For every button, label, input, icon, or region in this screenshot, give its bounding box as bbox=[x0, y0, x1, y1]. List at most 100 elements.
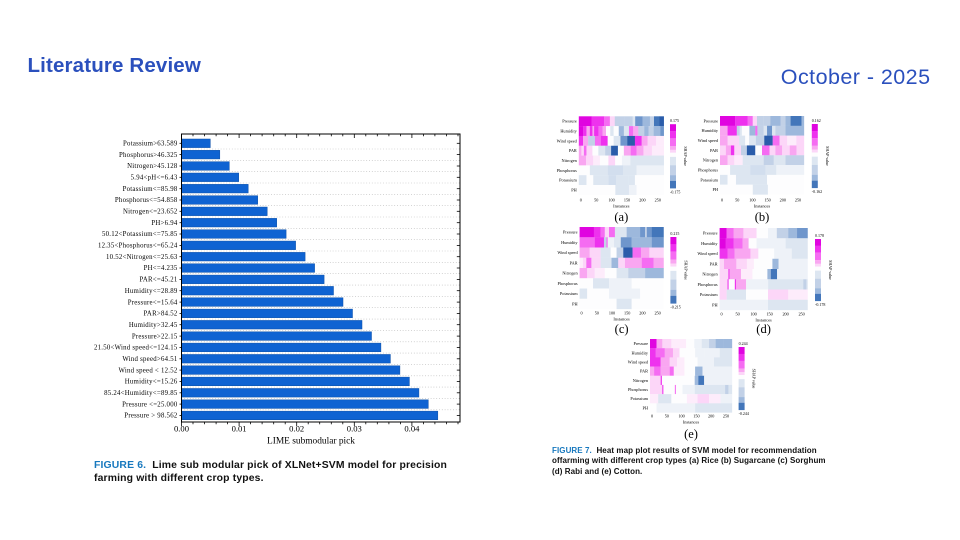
svg-text:Nitrogen: Nitrogen bbox=[702, 272, 718, 277]
svg-text:Instances: Instances bbox=[754, 204, 771, 209]
svg-text:Humidity>32.45: Humidity>32.45 bbox=[129, 322, 178, 329]
svg-text:150: 150 bbox=[624, 311, 630, 316]
svg-text:Pressure: Pressure bbox=[562, 119, 577, 124]
svg-text:0: 0 bbox=[581, 311, 583, 316]
svg-text:250: 250 bbox=[655, 198, 661, 203]
svg-text:-0.244: -0.244 bbox=[739, 411, 749, 416]
svg-text:Nitrogen: Nitrogen bbox=[562, 158, 578, 163]
svg-text:50: 50 bbox=[665, 414, 669, 419]
svg-text:0: 0 bbox=[651, 414, 653, 419]
svg-text:Potassium: Potassium bbox=[559, 178, 577, 183]
svg-text:Potassium<=85.98: Potassium<=85.98 bbox=[123, 186, 178, 193]
svg-text:PH: PH bbox=[571, 187, 577, 192]
svg-text:100: 100 bbox=[609, 311, 615, 316]
svg-text:0.01: 0.01 bbox=[232, 424, 247, 434]
svg-text:Humidity: Humidity bbox=[632, 350, 649, 355]
svg-text:Pressure: Pressure bbox=[633, 341, 648, 346]
svg-text:Potassium>63.589: Potassium>63.589 bbox=[123, 141, 178, 148]
svg-text:200: 200 bbox=[639, 198, 645, 203]
svg-text:Phosphorus: Phosphorus bbox=[698, 282, 718, 287]
svg-text:PH<=4.235: PH<=4.235 bbox=[144, 265, 178, 272]
svg-text:0.244: 0.244 bbox=[739, 341, 748, 346]
svg-text:Instances: Instances bbox=[613, 317, 630, 322]
svg-text:SHAP value: SHAP value bbox=[825, 146, 830, 166]
svg-text:50: 50 bbox=[735, 198, 739, 203]
svg-text:0: 0 bbox=[580, 198, 582, 203]
svg-text:Wind speed: Wind speed bbox=[697, 251, 718, 256]
svg-text:100: 100 bbox=[750, 312, 756, 317]
svg-text:200: 200 bbox=[780, 198, 786, 203]
svg-text:Nitrogen: Nitrogen bbox=[562, 271, 578, 276]
svg-text:Potassium: Potassium bbox=[700, 292, 718, 297]
svg-text:50.12<Potassium<=75.85: 50.12<Potassium<=75.85 bbox=[102, 231, 178, 238]
svg-text:Pressure: Pressure bbox=[563, 230, 578, 235]
svg-text:PH: PH bbox=[643, 405, 649, 410]
svg-text:PAR: PAR bbox=[640, 369, 648, 374]
svg-text:250: 250 bbox=[795, 198, 801, 203]
svg-text:200: 200 bbox=[708, 414, 714, 419]
svg-text:PAR: PAR bbox=[710, 261, 718, 266]
svg-text:PAR>84.52: PAR>84.52 bbox=[144, 311, 178, 318]
svg-text:Pressure<=15.64: Pressure<=15.64 bbox=[128, 299, 178, 306]
svg-text:(a): (a) bbox=[614, 210, 628, 224]
svg-text:Nitrogen: Nitrogen bbox=[633, 378, 649, 383]
svg-text:100: 100 bbox=[678, 414, 684, 419]
svg-text:85.24<Humidity<=89.85: 85.24<Humidity<=89.85 bbox=[104, 390, 178, 397]
svg-text:0.162: 0.162 bbox=[812, 118, 821, 123]
svg-text:100: 100 bbox=[749, 198, 755, 203]
svg-text:Potassium: Potassium bbox=[700, 177, 718, 182]
svg-text:0: 0 bbox=[721, 312, 723, 317]
svg-text:Instances: Instances bbox=[755, 318, 772, 323]
svg-text:Nitrogen: Nitrogen bbox=[703, 158, 719, 163]
svg-text:Instances: Instances bbox=[613, 204, 630, 209]
svg-text:Pressure <=25.000: Pressure <=25.000 bbox=[122, 401, 178, 408]
svg-text:0.02: 0.02 bbox=[289, 424, 304, 434]
svg-text:(b): (b) bbox=[755, 210, 770, 224]
svg-text:50: 50 bbox=[736, 312, 740, 317]
svg-text:Phosphorus<=54.858: Phosphorus<=54.858 bbox=[115, 197, 178, 204]
svg-text:PH: PH bbox=[713, 187, 719, 192]
svg-text:PH: PH bbox=[572, 301, 578, 306]
svg-text:0.178: 0.178 bbox=[815, 233, 824, 238]
svg-text:LIME submodular pick: LIME submodular pick bbox=[267, 437, 355, 447]
svg-text:PAR<=45.21: PAR<=45.21 bbox=[139, 277, 177, 284]
svg-text:200: 200 bbox=[639, 311, 645, 316]
svg-text:200: 200 bbox=[782, 312, 788, 317]
svg-text:5.94<pH<=6.43: 5.94<pH<=6.43 bbox=[131, 175, 178, 182]
svg-text:50: 50 bbox=[595, 311, 599, 316]
svg-text:Nitrogen<=23.652: Nitrogen<=23.652 bbox=[123, 209, 178, 216]
svg-text:250: 250 bbox=[798, 312, 804, 317]
svg-text:-0.162: -0.162 bbox=[812, 189, 822, 194]
svg-text:SHAP value: SHAP value bbox=[752, 369, 757, 389]
svg-text:Potassium: Potassium bbox=[630, 396, 648, 401]
svg-text:10.52<Nitrogen<=25.63: 10.52<Nitrogen<=25.63 bbox=[106, 254, 178, 261]
svg-text:Humidity: Humidity bbox=[702, 128, 719, 133]
svg-text:PAR: PAR bbox=[569, 148, 577, 153]
svg-text:21.50<Wind speed<=124.15: 21.50<Wind speed<=124.15 bbox=[94, 345, 178, 352]
svg-text:0.215: 0.215 bbox=[670, 231, 679, 236]
svg-text:-0.175: -0.175 bbox=[670, 189, 680, 194]
svg-text:Instances: Instances bbox=[683, 420, 700, 425]
svg-text:Phosphorus: Phosphorus bbox=[698, 168, 718, 173]
svg-text:0.175: 0.175 bbox=[670, 118, 679, 123]
svg-text:Humidity: Humidity bbox=[561, 240, 578, 245]
svg-text:250: 250 bbox=[654, 311, 660, 316]
svg-text:Humidity: Humidity bbox=[701, 241, 718, 246]
svg-text:150: 150 bbox=[624, 198, 630, 203]
svg-text:-0.178: -0.178 bbox=[815, 302, 825, 307]
svg-text:SHAP value: SHAP value bbox=[683, 260, 688, 280]
svg-text:100: 100 bbox=[608, 198, 614, 203]
svg-text:PH: PH bbox=[712, 302, 718, 307]
svg-text:Wind speed: Wind speed bbox=[698, 138, 719, 143]
svg-text:PAR: PAR bbox=[710, 148, 718, 153]
svg-text:(e): (e) bbox=[684, 427, 698, 441]
svg-text:PH>6.94: PH>6.94 bbox=[151, 220, 178, 227]
svg-text:Humidity<=28.89: Humidity<=28.89 bbox=[125, 288, 178, 295]
svg-text:Pressure > 98.562: Pressure > 98.562 bbox=[124, 413, 178, 420]
svg-text:Pressure: Pressure bbox=[703, 118, 718, 123]
svg-text:SHAP value: SHAP value bbox=[828, 260, 833, 280]
svg-text:150: 150 bbox=[766, 312, 772, 317]
svg-text:Phosphorus>46.325: Phosphorus>46.325 bbox=[119, 152, 178, 159]
svg-text:0: 0 bbox=[721, 198, 723, 203]
svg-text:PAR: PAR bbox=[570, 260, 578, 265]
